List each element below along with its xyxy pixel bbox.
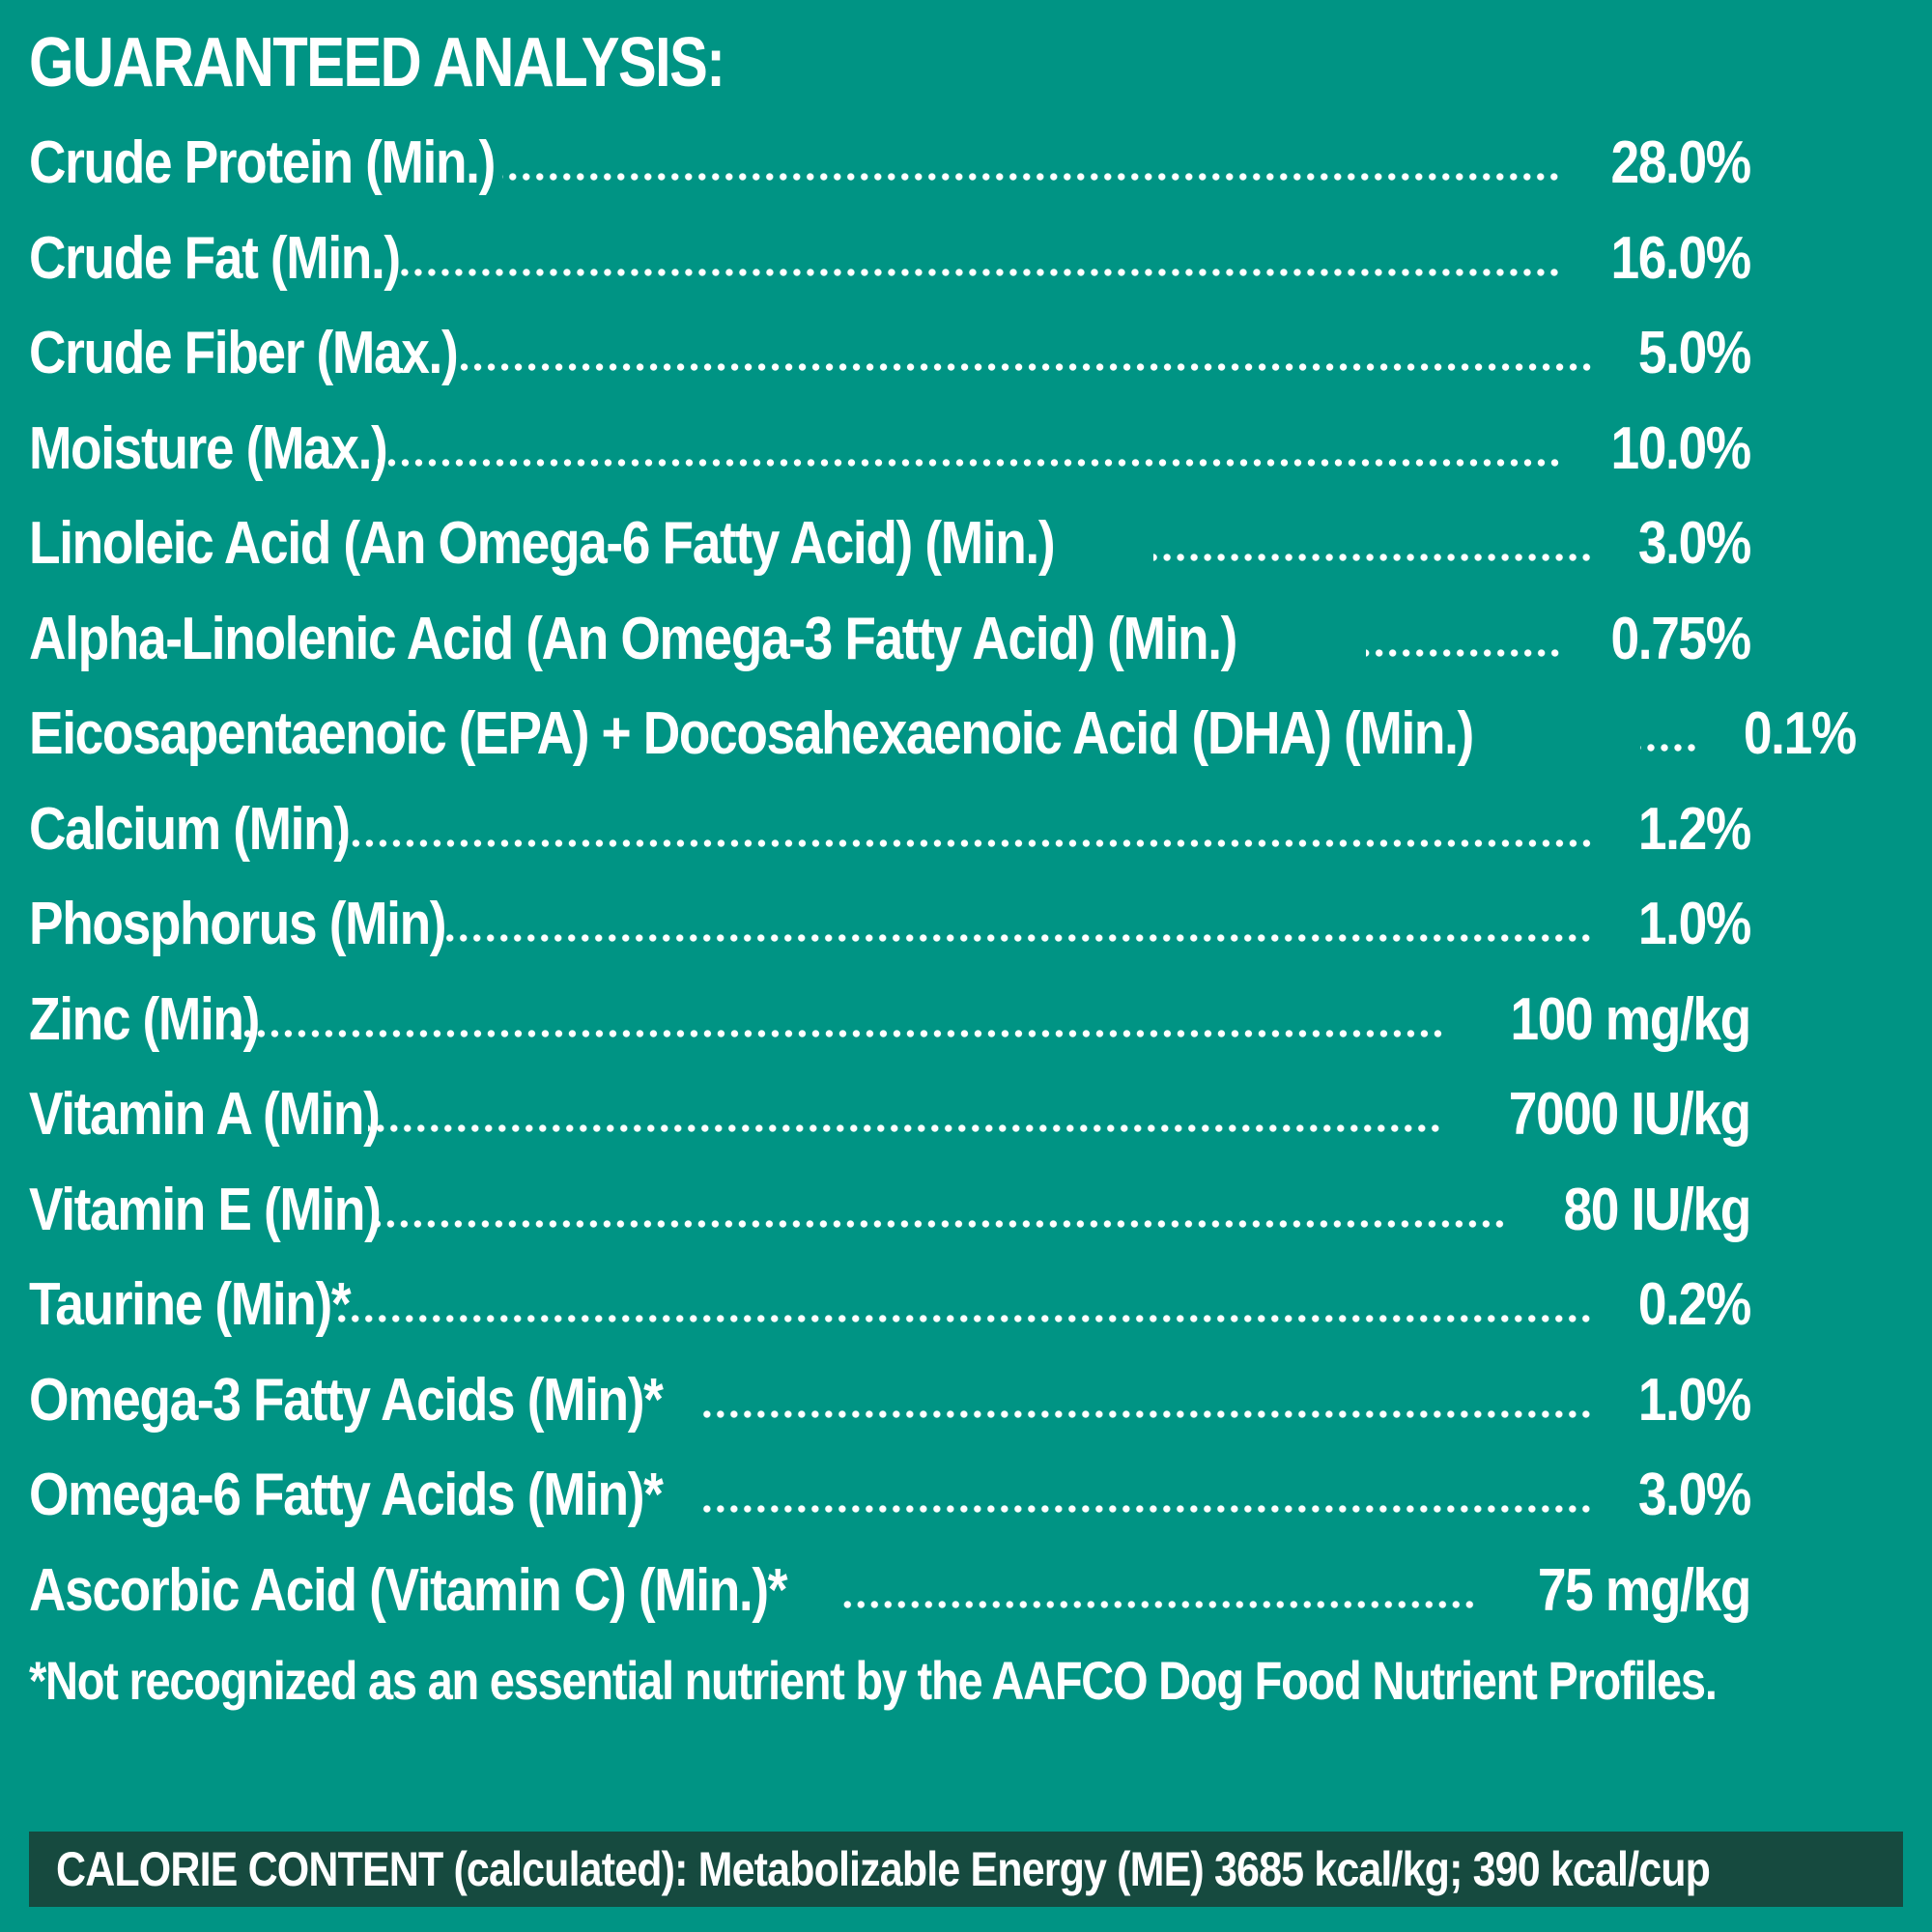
nutrient-value: 5.0% xyxy=(1637,320,1751,386)
nutrient-label: Crude Fat (Min.) xyxy=(29,224,401,292)
nutrient-label: Ascorbic Acid (Vitamin C) (Min.)* xyxy=(29,1556,787,1624)
dot-leader xyxy=(459,362,1594,373)
nutrient-label: Phosphorus (Min) xyxy=(29,891,447,957)
nutrient-value: 80 IU/kg xyxy=(1563,1176,1752,1243)
nutrient-label: Vitamin A (Min) xyxy=(29,1081,381,1148)
analysis-row: Crude Fiber (Max.) 5.0% xyxy=(29,306,1751,402)
nutrient-label: Vitamin E (Min) xyxy=(29,1176,382,1243)
dot-leader xyxy=(445,933,1594,944)
dot-leader xyxy=(697,1408,1594,1419)
dot-leader xyxy=(334,1314,1594,1324)
nutrient-label: Calcium (Min) xyxy=(29,795,351,863)
calorie-content-bar: CALORIE CONTENT (calculated): Metaboliza… xyxy=(29,1832,1903,1907)
nutrient-value: 100 mg/kg xyxy=(1510,985,1752,1053)
analysis-row: Vitamin A (Min) 7000 IU/kg xyxy=(29,1067,1751,1163)
nutrient-value: 16.0% xyxy=(1610,224,1752,292)
nutrient-label: Crude Fiber (Max.) xyxy=(29,320,459,386)
dot-leader xyxy=(392,267,1562,277)
dot-leader xyxy=(333,838,1594,848)
analysis-row: Eicosapentaenoic (EPA) + Docosahexaenoic… xyxy=(29,687,1858,782)
analysis-row: Taurine (Min)* 0.2% xyxy=(29,1258,1751,1353)
analysis-row: Omega-6 Fatty Acids (Min)* 3.0% xyxy=(29,1448,1751,1544)
nutrient-value: 10.0% xyxy=(1610,414,1752,482)
nutrient-label: Omega-3 Fatty Acids (Min)* xyxy=(29,1366,664,1434)
dot-leader xyxy=(369,1218,1507,1229)
nutrient-value: 75 mg/kg xyxy=(1537,1556,1752,1624)
section-title: GUARANTEED ANALYSIS: xyxy=(29,24,725,101)
nutrient-value: 7000 IU/kg xyxy=(1508,1081,1751,1148)
analysis-row: Crude Fat (Min.) 16.0% xyxy=(29,212,1752,307)
dot-leader xyxy=(1365,647,1562,658)
analysis-table: Crude Protein (Min.) 28.0% Crude Fat (Min… xyxy=(29,116,1858,1639)
analysis-row: Calcium (Min) 1.2% xyxy=(29,782,1751,878)
calorie-content-text: CALORIE CONTENT (calculated): Metaboliza… xyxy=(56,1842,1711,1896)
dot-leader xyxy=(502,172,1562,183)
analysis-row: Omega-3 Fatty Acids (Min)* 1.0% xyxy=(29,1353,1751,1449)
dot-leader xyxy=(1152,553,1594,563)
nutrient-label: Crude Protein (Min.) xyxy=(29,129,496,196)
analysis-row: Zinc (Min) 100 mg/kg xyxy=(29,973,1752,1068)
analysis-row: Crude Protein (Min.) 28.0% xyxy=(29,116,1752,212)
dot-leader xyxy=(377,457,1562,468)
analysis-row: Moisture (Max.) 10.0% xyxy=(29,402,1752,497)
nutrient-label: Alpha-Linolenic Acid (An Omega-3 Fatty A… xyxy=(29,605,1237,672)
dot-leader xyxy=(841,1599,1477,1609)
analysis-row: Phosphorus (Min) 1.0% xyxy=(29,877,1751,973)
analysis-row: Alpha-Linolenic Acid (An Omega-3 Fatty A… xyxy=(29,592,1752,688)
dot-leader xyxy=(228,1028,1445,1038)
analysis-row: Ascorbic Acid (Vitamin C) (Min.)* 75 mg/k… xyxy=(29,1544,1752,1639)
nutrient-label: Taurine (Min)* xyxy=(29,1271,352,1338)
nutrient-value: 0.2% xyxy=(1637,1271,1751,1338)
dot-leader xyxy=(1640,743,1699,753)
nutrient-value: 1.0% xyxy=(1637,1366,1751,1434)
nutrient-value: 28.0% xyxy=(1610,129,1752,196)
analysis-row: Vitamin E (Min) 80 IU/kg xyxy=(29,1163,1752,1259)
dot-leader xyxy=(368,1123,1443,1134)
nutrient-label: Linoleic Acid (An Omega-6 Fatty Acid) (M… xyxy=(29,510,1056,577)
nutrient-label: Omega-6 Fatty Acids (Min)* xyxy=(29,1462,664,1528)
nutrient-value: 1.0% xyxy=(1637,891,1751,957)
dot-leader xyxy=(697,1504,1594,1515)
nutrient-label: Zinc (Min) xyxy=(29,985,260,1053)
nutrient-value: 3.0% xyxy=(1637,510,1751,577)
nutrient-value: 0.1% xyxy=(1744,700,1857,767)
nutrient-label: Eicosapentaenoic (EPA) + Docosahexaenoic… xyxy=(29,700,1474,767)
analysis-row: Linoleic Acid (An Omega-6 Fatty Acid) (M… xyxy=(29,497,1751,592)
nutrient-value: 1.2% xyxy=(1637,795,1751,863)
nutrient-label: Moisture (Max.) xyxy=(29,414,388,482)
nutrient-value: 3.0% xyxy=(1637,1462,1751,1528)
aafco-footnote: *Not recognized as an essential nutrient… xyxy=(29,1650,1718,1711)
nutrient-value: 0.75% xyxy=(1610,605,1752,672)
